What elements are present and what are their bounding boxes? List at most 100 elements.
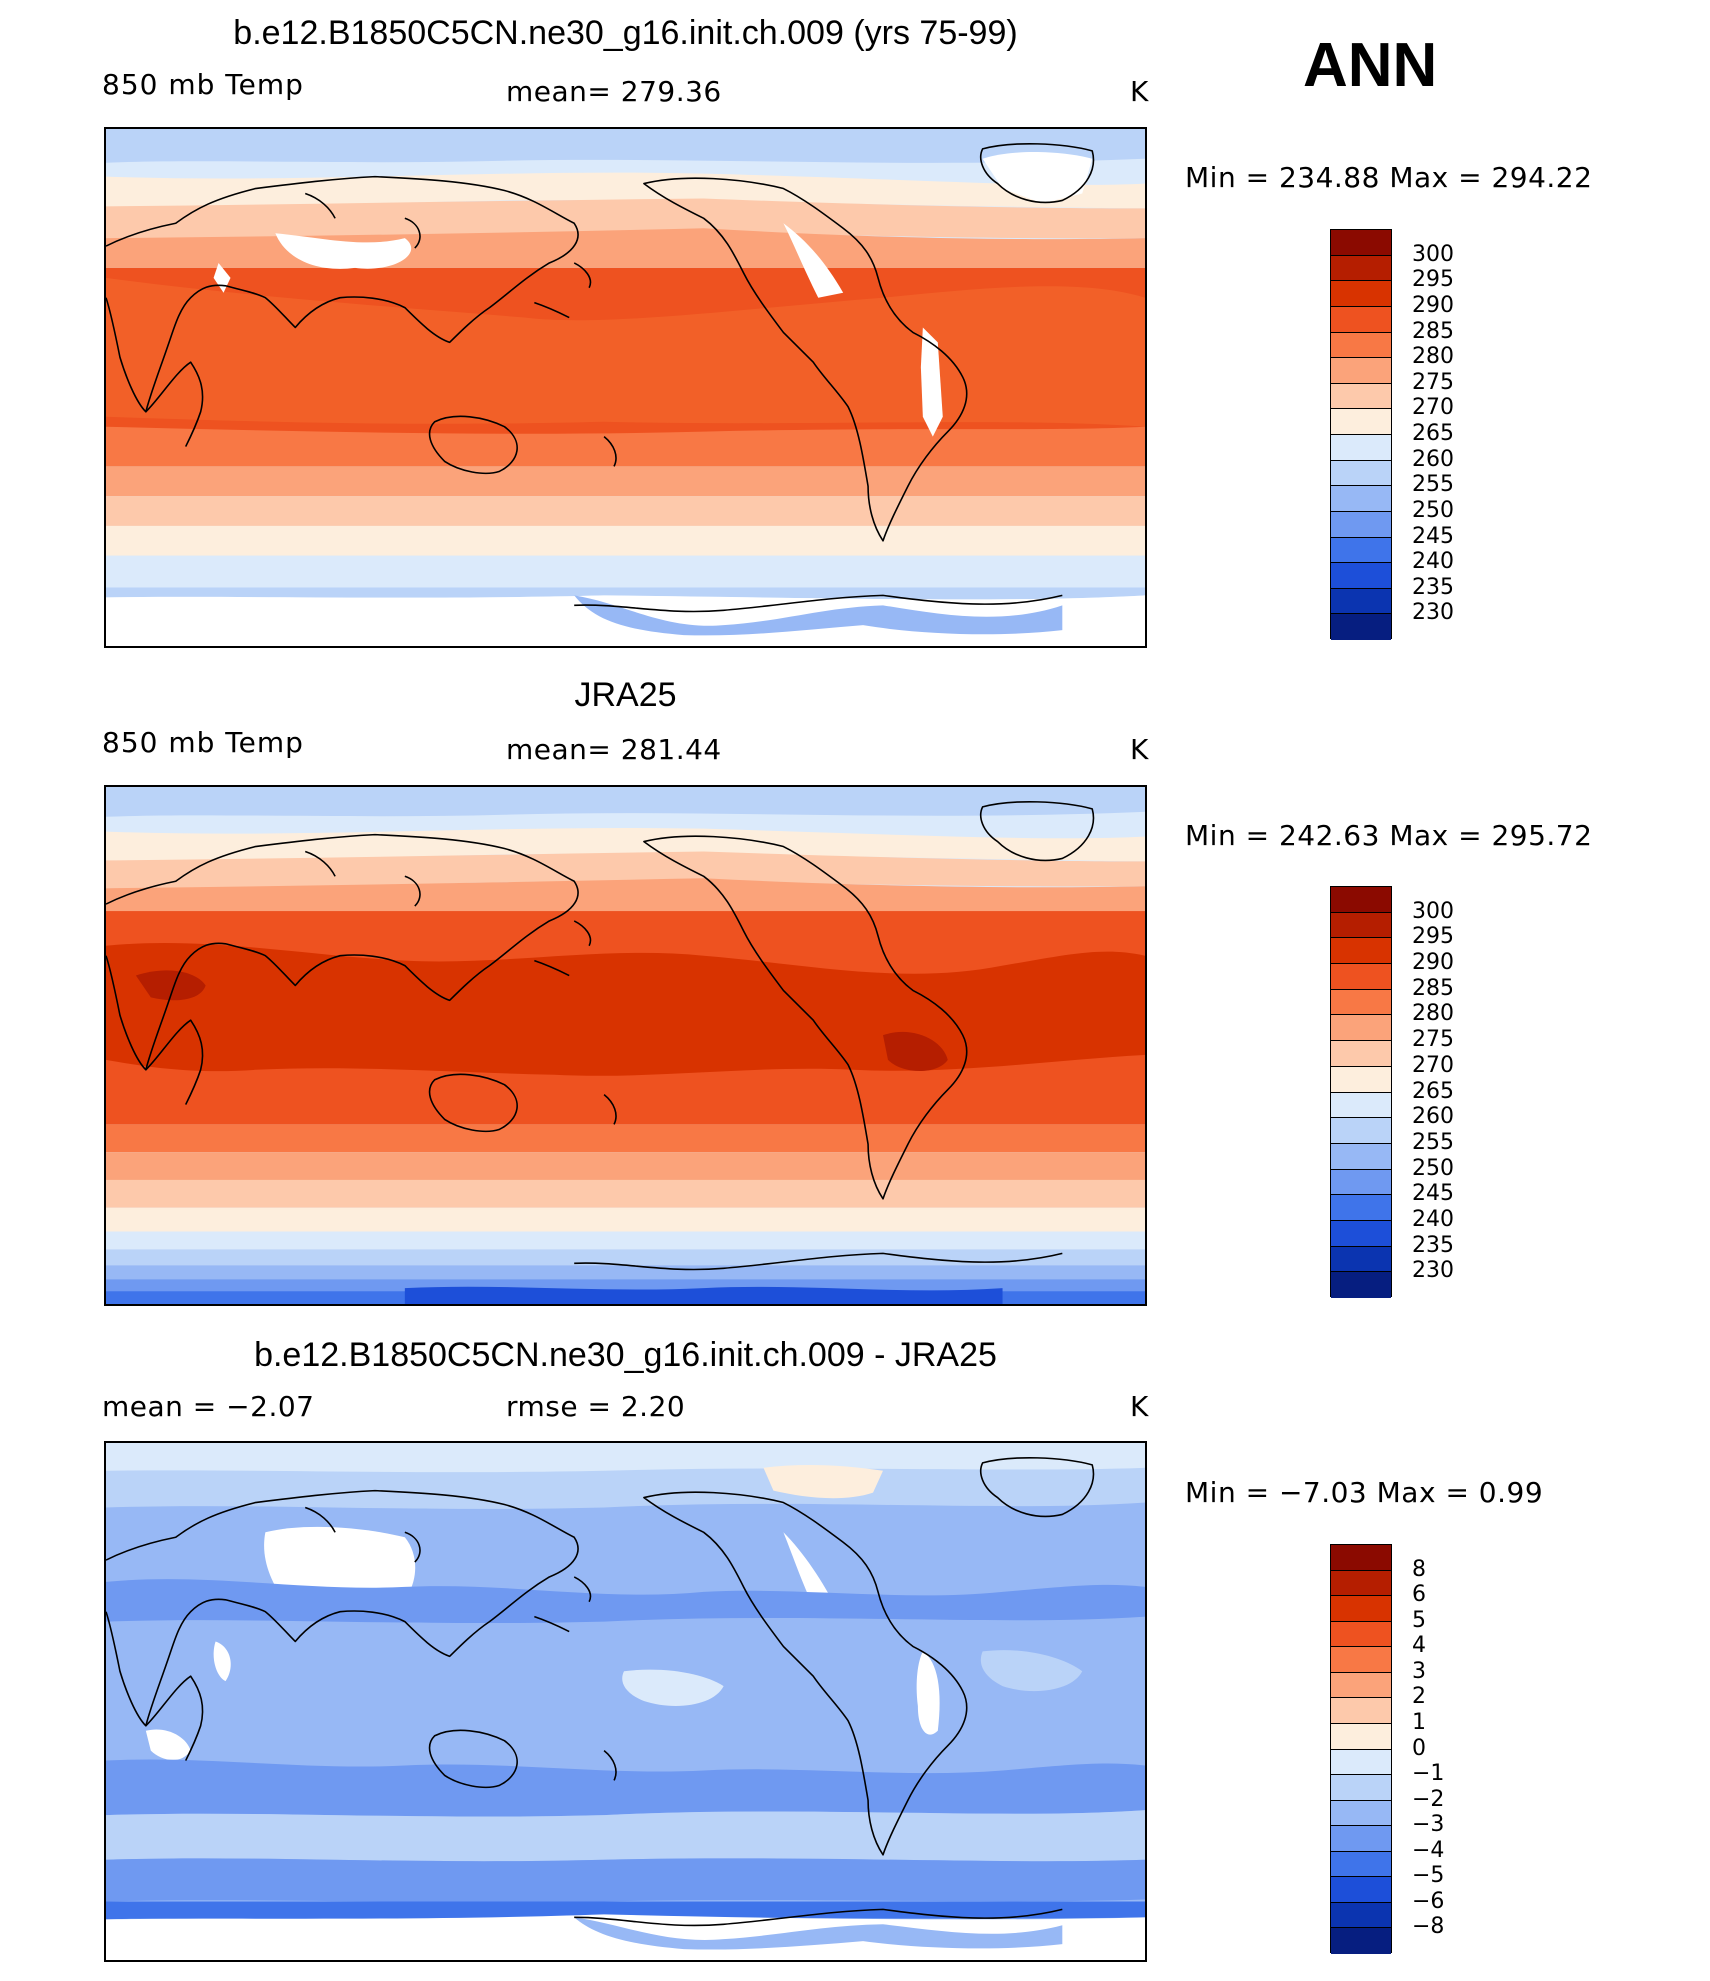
colorbar-segment <box>1331 887 1391 913</box>
colorbar-tick-label: −1 <box>1412 1761 1445 1787</box>
panel2-map <box>104 785 1147 1306</box>
colorbar-tick-label: 240 <box>1412 1206 1454 1232</box>
colorbar-segment <box>1331 912 1391 939</box>
colorbar-tick-label: 255 <box>1412 1129 1454 1155</box>
colorbar-segment <box>1331 435 1391 461</box>
colorbar-segment <box>1331 1143 1391 1170</box>
colorbar-tick-label: 290 <box>1412 950 1454 976</box>
colorbar-tick-label: 250 <box>1412 1155 1454 1181</box>
colorbar-tick-label: −3 <box>1412 1812 1445 1838</box>
colorbar-segment <box>1331 964 1391 990</box>
panel3-mean-label: mean = −2.07 <box>102 1390 315 1423</box>
panel2-colorbar <box>1330 886 1392 1298</box>
panel1-units-label: K <box>1130 75 1149 108</box>
panel1-colorbar <box>1330 229 1392 640</box>
colorbar-segment <box>1331 1195 1391 1221</box>
colorbar-tick-label: 4 <box>1412 1633 1426 1659</box>
colorbar-segment <box>1331 1723 1391 1750</box>
colorbar-tick-label: 265 <box>1412 421 1454 446</box>
colorbar-segment <box>1331 1851 1391 1878</box>
colorbar-tick-label: 3 <box>1412 1658 1426 1684</box>
colorbar-tick-label: 255 <box>1412 472 1454 498</box>
panel2-minmax-label: Min = 242.63 Max = 295.72 <box>1185 819 1593 852</box>
colorbar-segment <box>1331 1015 1391 1042</box>
panel1-map <box>104 127 1147 648</box>
colorbar-segment <box>1331 230 1391 256</box>
panel3-rmse-label: rmse = 2.20 <box>506 1390 686 1423</box>
colorbar-tick-label: 0 <box>1412 1735 1426 1761</box>
colorbar-segment <box>1331 938 1391 965</box>
colorbar-segment <box>1331 383 1391 410</box>
colorbar-segment <box>1331 1749 1391 1776</box>
colorbar-tick-label: −6 <box>1412 1888 1445 1914</box>
colorbar-tick-label: 230 <box>1412 1258 1454 1284</box>
colorbar-segment <box>1331 511 1391 538</box>
colorbar-segment <box>1331 486 1391 512</box>
colorbar-segment <box>1331 1800 1391 1827</box>
panel1-variable-label: 850 mb Temp <box>102 68 304 101</box>
colorbar-tick-label: 6 <box>1412 1582 1426 1608</box>
colorbar-segment <box>1331 1596 1391 1622</box>
colorbar-tick-label: 285 <box>1412 318 1454 344</box>
colorbar-segment <box>1331 1041 1391 1067</box>
colorbar-segment <box>1331 1698 1391 1724</box>
colorbar-tick-label: 250 <box>1412 497 1454 523</box>
colorbar-tick-label: 275 <box>1412 1027 1454 1053</box>
colorbar-tick-label: −4 <box>1412 1837 1445 1863</box>
colorbar-segment <box>1331 1621 1391 1648</box>
colorbar-segment <box>1331 1902 1391 1929</box>
colorbar-tick-label: 1 <box>1412 1709 1426 1735</box>
panel2-title: JRA25 <box>574 676 677 714</box>
colorbar-tick-label: 235 <box>1412 1232 1454 1258</box>
colorbar-tick-label: −5 <box>1412 1863 1445 1889</box>
colorbar-segment <box>1331 1672 1391 1699</box>
colorbar-segment <box>1331 1928 1391 1954</box>
colorbar-segment <box>1331 1647 1391 1673</box>
colorbar-tick-label: −2 <box>1412 1786 1445 1812</box>
colorbar-tick-label: 285 <box>1412 975 1454 1001</box>
colorbar-segment <box>1331 1272 1391 1298</box>
panel2-mean-label: mean= 281.44 <box>506 733 722 766</box>
colorbar-tick-label: 260 <box>1412 446 1454 472</box>
colorbar-segment <box>1331 537 1391 564</box>
colorbar-segment <box>1331 281 1391 307</box>
colorbar-segment <box>1331 989 1391 1016</box>
colorbar-segment <box>1331 1545 1391 1571</box>
colorbar-tick-label: 300 <box>1412 898 1454 924</box>
colorbar-segment <box>1331 1570 1391 1597</box>
colorbar-tick-label: 260 <box>1412 1104 1454 1130</box>
panel2-variable-label: 850 mb Temp <box>102 726 304 759</box>
colorbar-tick-label: 265 <box>1412 1078 1454 1104</box>
colorbar-tick-label: 270 <box>1412 1052 1454 1078</box>
colorbar-tick-label: 280 <box>1412 344 1454 370</box>
panel3-colorbar <box>1330 1544 1392 1954</box>
colorbar-tick-label: 280 <box>1412 1001 1454 1027</box>
colorbar-segment <box>1331 332 1391 359</box>
panel3-map <box>104 1441 1147 1962</box>
panel3-units-label: K <box>1130 1390 1149 1423</box>
colorbar-tick-label: 235 <box>1412 574 1454 600</box>
colorbar-segment <box>1331 1066 1391 1093</box>
season-label: ANN <box>1303 31 1438 100</box>
panel1-mean-label: mean= 279.36 <box>506 75 722 108</box>
panel1-minmax-label: Min = 234.88 Max = 294.22 <box>1185 161 1593 194</box>
colorbar-tick-label: 240 <box>1412 549 1454 575</box>
colorbar-segment <box>1331 1246 1391 1273</box>
colorbar-tick-label: 230 <box>1412 600 1454 626</box>
colorbar-tick-label: −8 <box>1412 1914 1445 1940</box>
panel3-title: b.e12.B1850C5CN.ne30_g16.init.ch.009 - J… <box>254 1336 997 1374</box>
colorbar-segment <box>1331 306 1391 333</box>
colorbar-tick-label: 245 <box>1412 523 1454 549</box>
colorbar-segment <box>1331 1826 1391 1852</box>
panel2-units-label: K <box>1130 733 1149 766</box>
colorbar-segment <box>1331 1118 1391 1144</box>
colorbar-tick-label: 295 <box>1412 267 1454 293</box>
panel1-title: b.e12.B1850C5CN.ne30_g16.init.ch.009 (yr… <box>233 14 1018 52</box>
colorbar-tick-label: 5 <box>1412 1607 1426 1633</box>
panel3-minmax-label: Min = −7.03 Max = 0.99 <box>1185 1476 1544 1509</box>
colorbar-segment <box>1331 588 1391 615</box>
colorbar-segment <box>1331 1092 1391 1119</box>
colorbar-tick-label: 8 <box>1412 1556 1426 1582</box>
colorbar-tick-label: 270 <box>1412 395 1454 421</box>
colorbar-tick-label: 295 <box>1412 924 1454 950</box>
